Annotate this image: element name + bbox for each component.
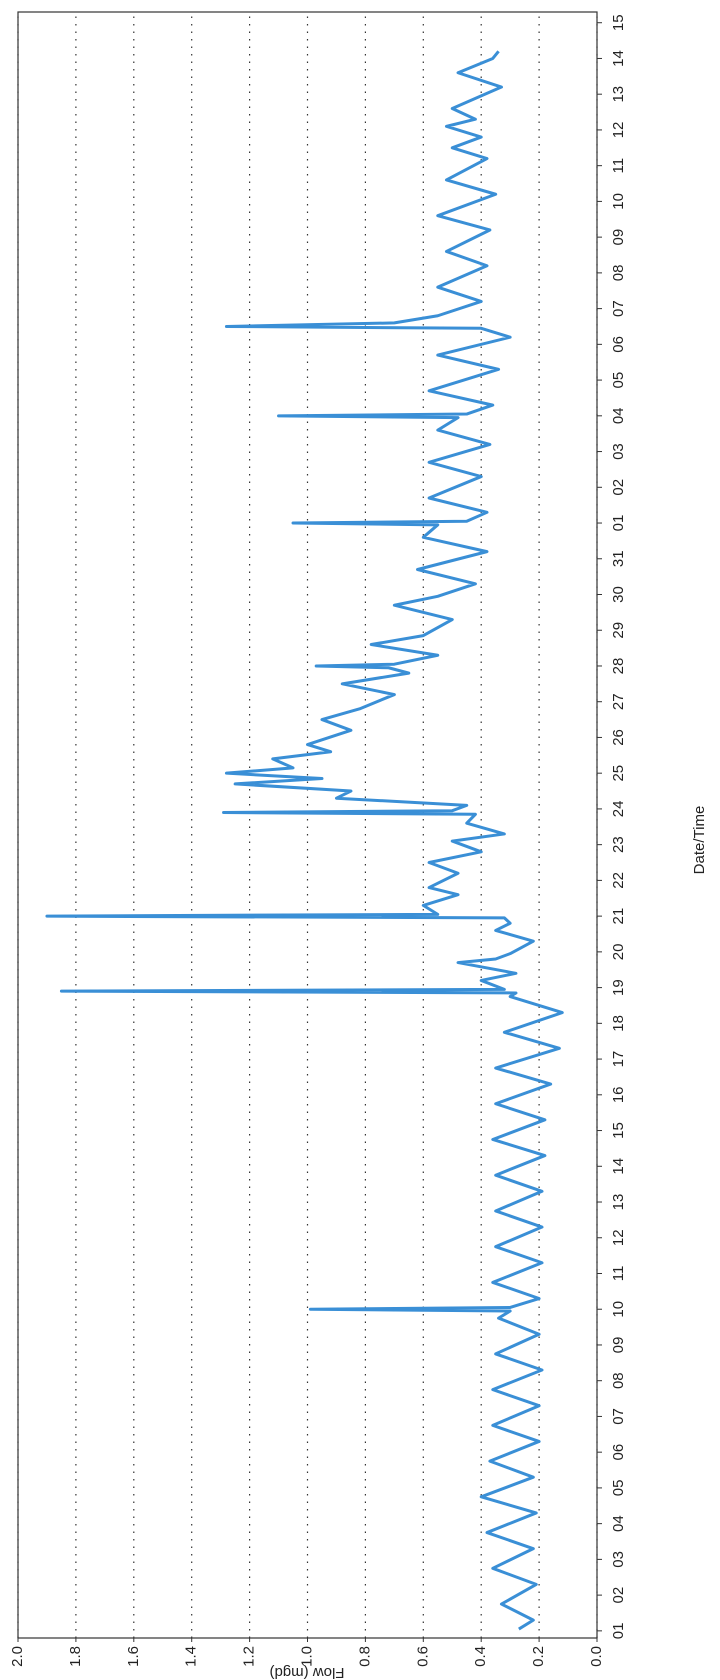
x-tick-label: 12 xyxy=(610,122,627,139)
x-tick-label: 06 xyxy=(610,1444,627,1461)
x-tick-label: 06 xyxy=(610,336,627,353)
y-tick-label: 1.2 xyxy=(241,1646,258,1667)
y-tick-label: 2.0 xyxy=(9,1646,26,1667)
x-tick-label: 05 xyxy=(610,1480,627,1497)
y-tick-label: 0.4 xyxy=(472,1646,489,1667)
y-tick-label: 1.4 xyxy=(183,1646,200,1667)
x-tick-label: 14 xyxy=(610,1158,627,1175)
x-axis-title: Date/Time xyxy=(691,806,708,875)
y-tick-label: 1.6 xyxy=(125,1646,142,1667)
y-tick-label: 0.8 xyxy=(356,1646,373,1667)
x-tick-label: 17 xyxy=(610,1051,627,1068)
x-tick-label: 31 xyxy=(610,550,627,567)
rotated-chart: Date/Time Flow (mgd) 0.0 0.2 0.4 0.6 0.8 1.0 1… xyxy=(9,11,708,1680)
x-tick-label: 04 xyxy=(610,1515,627,1532)
x-tick-label: 05 xyxy=(610,372,627,389)
x-tick-label: 02 xyxy=(610,479,627,496)
y-tick-label: 0.6 xyxy=(414,1646,431,1667)
x-tick-label: 10 xyxy=(610,1301,627,1318)
x-tick-label: 19 xyxy=(610,979,627,996)
x-tick-label: 16 xyxy=(610,1086,627,1103)
x-tick-label: 28 xyxy=(610,658,627,675)
y-tick-label: 1.8 xyxy=(67,1646,84,1667)
x-tick-label: 23 xyxy=(610,836,627,853)
x-tick-label: 22 xyxy=(610,872,627,889)
x-tick-label: 13 xyxy=(610,1194,627,1211)
x-tick-label: 18 xyxy=(610,1015,627,1032)
x-tick-label: 07 xyxy=(610,1408,627,1425)
x-tick-label: 11 xyxy=(610,1266,627,1282)
x-tick-label: 12 xyxy=(610,1229,627,1246)
x-tick-label: 15 xyxy=(610,14,627,31)
y-axis-title: Flow (mgd) xyxy=(269,1664,344,1680)
x-tick-label: 03 xyxy=(610,443,627,460)
y-tick-label: 0.0 xyxy=(588,1646,605,1667)
x-tick-label: 21 xyxy=(610,908,627,925)
x-tick-label: 10 xyxy=(610,193,627,210)
x-tick-label: 30 xyxy=(610,586,627,603)
x-tick-label: 29 xyxy=(610,622,627,639)
y-tick-label: 0.2 xyxy=(530,1646,547,1667)
flow-line xyxy=(45,50,564,1631)
x-tick-label: 13 xyxy=(610,86,627,103)
y-tick-label: 1.0 xyxy=(298,1646,315,1667)
x-tick-label: 26 xyxy=(610,729,627,746)
x-tick-label: 27 xyxy=(610,693,627,710)
x-tick-label: 25 xyxy=(610,765,627,782)
x-tick-label: 24 xyxy=(610,801,627,818)
x-tick-label: 01 xyxy=(610,1623,627,1640)
x-tick-label: 07 xyxy=(610,300,627,317)
x-tick-label: 08 xyxy=(610,1372,627,1389)
x-tick-label: 15 xyxy=(610,1122,627,1139)
x-tick-label: 11 xyxy=(610,158,627,174)
x-tick-label: 09 xyxy=(610,1337,627,1354)
x-tick-label: 04 xyxy=(610,407,627,424)
x-tick-label: 08 xyxy=(610,265,627,282)
x-tick-label: 01 xyxy=(610,515,627,532)
x-tick-label: 02 xyxy=(610,1587,627,1604)
x-tick-label: 14 xyxy=(610,50,627,67)
x-tick-label: 09 xyxy=(610,229,627,246)
x-tick-label: 20 xyxy=(610,944,627,961)
x-tick-label: 03 xyxy=(610,1551,627,1568)
